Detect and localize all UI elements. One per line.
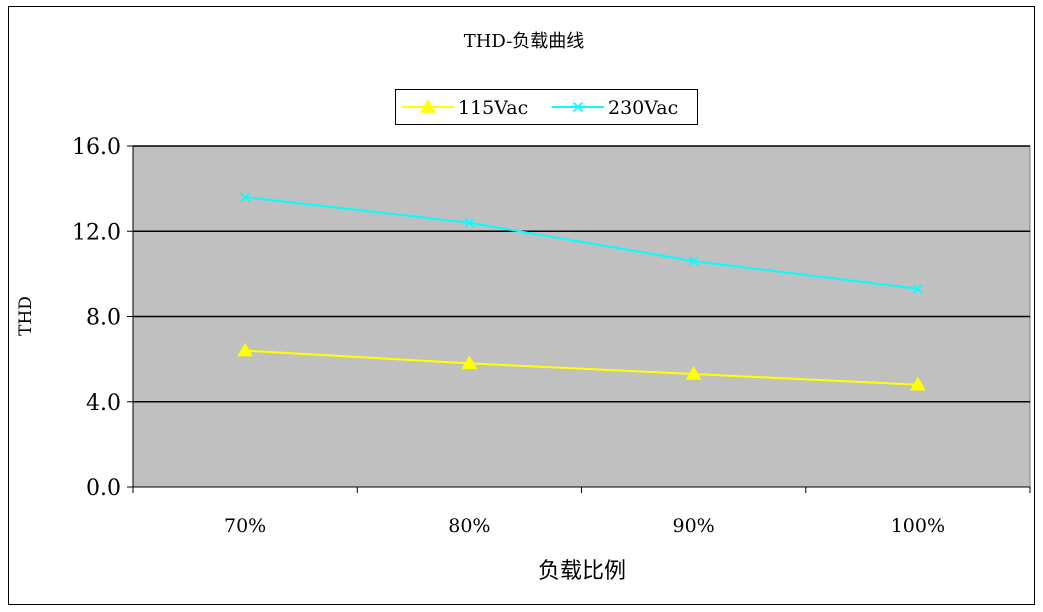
legend: 115Vac 230Vac xyxy=(395,89,698,125)
chart-title: THD-负载曲线 xyxy=(464,31,585,52)
x-tick-label: 90% xyxy=(673,515,715,537)
data-point-stroke xyxy=(688,256,699,267)
y-tick-label: 16.0 xyxy=(72,135,121,160)
legend-label: 115Vac xyxy=(458,97,528,119)
y-tick-label: 8.0 xyxy=(86,306,121,331)
data-point xyxy=(237,342,253,357)
legend-marker-stroke xyxy=(572,101,584,113)
legend-marker xyxy=(572,101,584,113)
gridlines xyxy=(133,145,1030,403)
x-tick-label: 100% xyxy=(891,515,945,537)
series-230Vac xyxy=(240,192,923,294)
data-point-stroke xyxy=(912,283,923,294)
y-tick-labels: 0.0 4.0 8.0 12.0 16.0 xyxy=(72,135,121,501)
x-axis-title: 负载比例 xyxy=(538,559,626,584)
y-tick-label: 12.0 xyxy=(72,220,121,245)
axes xyxy=(127,145,1031,493)
data-point-stroke xyxy=(240,192,251,203)
data-point xyxy=(240,192,251,203)
data-point xyxy=(688,256,699,267)
data-point xyxy=(464,217,475,228)
data-point xyxy=(685,366,702,380)
series-115Vac xyxy=(237,342,926,391)
legend-marker xyxy=(420,98,436,113)
series-line xyxy=(245,349,918,386)
legend-entry: 230Vac xyxy=(552,97,678,119)
y-tick-label: 4.0 xyxy=(86,391,121,416)
y-tick-label: 0.0 xyxy=(86,476,121,501)
y-axis-title: THD xyxy=(16,296,36,336)
legend-label: 230Vac xyxy=(608,97,678,119)
data-point xyxy=(912,283,923,294)
series-layer xyxy=(237,192,926,391)
data-point-stroke xyxy=(464,217,475,228)
x-tick-labels: 70% 80% 90% 100% xyxy=(224,515,945,537)
x-tick-label: 80% xyxy=(448,515,490,537)
series-line xyxy=(245,196,918,290)
legend-entry: 115Vac xyxy=(402,97,528,119)
x-tick-label: 70% xyxy=(224,515,266,537)
data-point xyxy=(461,355,478,370)
data-point xyxy=(910,376,926,391)
